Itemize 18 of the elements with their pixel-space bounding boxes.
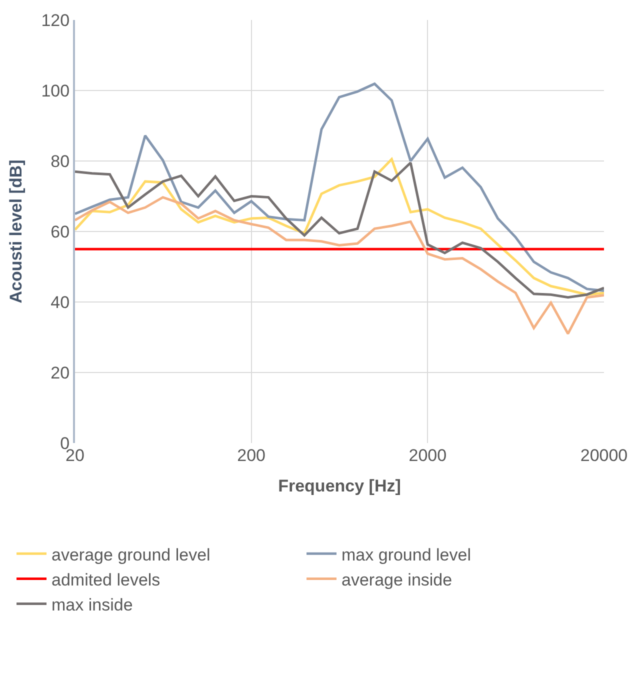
y-tick-label: 20 [50, 363, 70, 382]
x-tick-label: 2000 [408, 446, 447, 465]
legend-label: max ground level [342, 545, 471, 564]
line-series [75, 196, 604, 335]
x-tick-label: 20000 [580, 446, 628, 465]
legend-label: average ground level [52, 545, 210, 564]
x-axis-title: Frequency [Hz] [278, 476, 401, 496]
legend-label: max inside [52, 595, 133, 614]
legend-label: average inside [342, 570, 452, 590]
y-tick-label: 60 [50, 222, 70, 242]
y-tick-label: 40 [50, 292, 70, 312]
line-series [75, 82, 604, 292]
y-tick-label: 120 [41, 10, 70, 30]
x-tick-label: 200 [237, 446, 266, 465]
legend-label: admited levels [52, 570, 160, 590]
y-axis-title: Acousti level [dB] [6, 160, 26, 304]
y-tick-label: 100 [41, 81, 70, 100]
y-tick-label: 80 [50, 152, 70, 171]
